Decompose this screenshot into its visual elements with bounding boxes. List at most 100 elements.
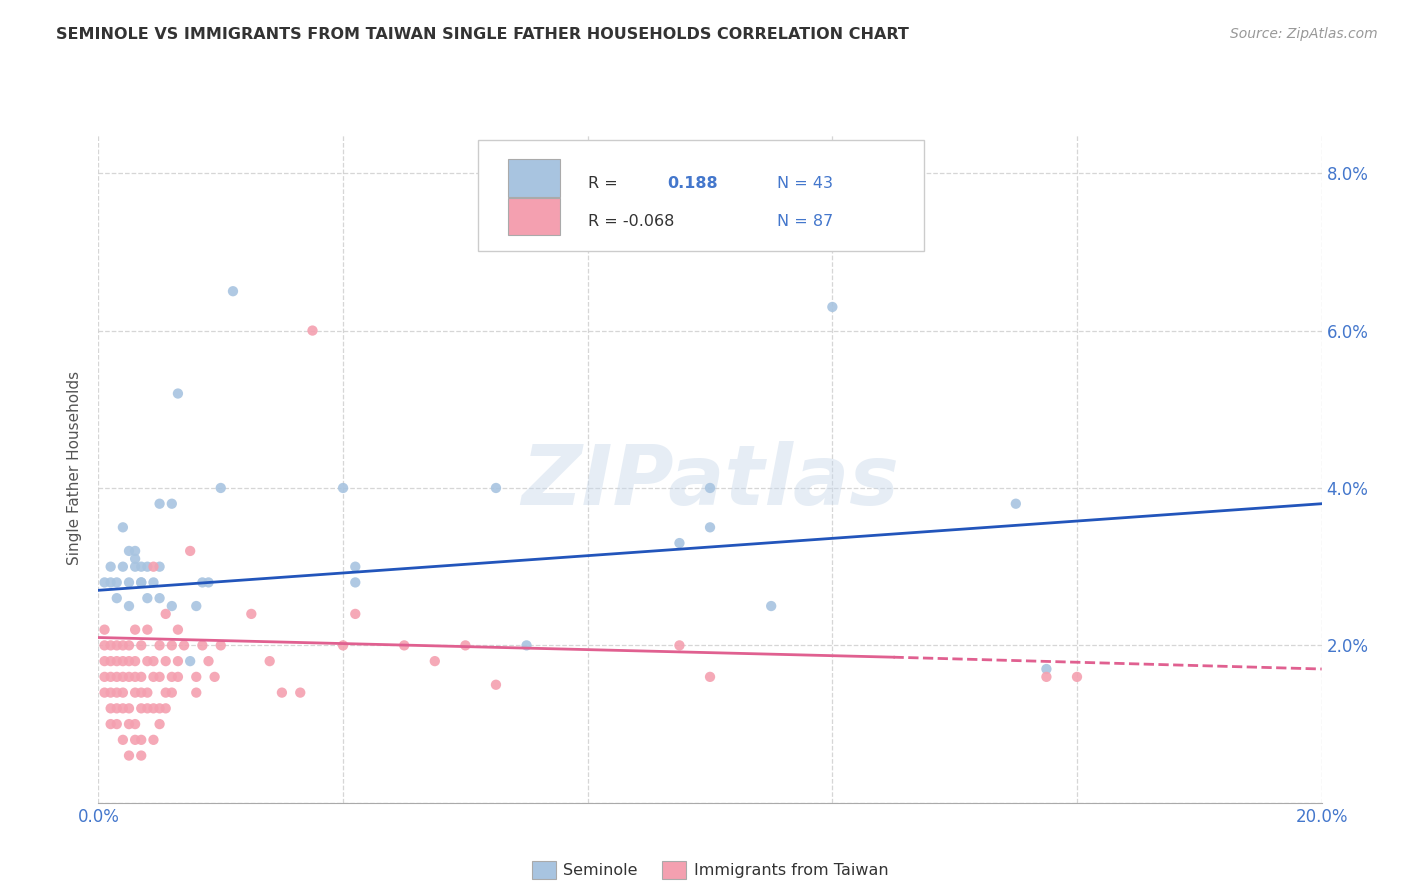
Point (129, 670, 152, 684)
Point (118, 670, 141, 684)
Point (118, 599, 141, 613)
Point (111, 732, 134, 747)
Point (209, 481, 232, 495)
Point (392, 639, 416, 653)
Point (142, 701, 165, 715)
Point (100, 575, 122, 590)
Point (167, 654, 190, 668)
Point (186, 599, 208, 613)
Text: R = -0.068: R = -0.068 (588, 214, 673, 229)
Point (149, 591, 172, 606)
Point (485, 481, 508, 495)
Point (699, 670, 721, 684)
Point (240, 607, 263, 621)
Point (118, 748, 141, 763)
FancyBboxPatch shape (508, 160, 560, 197)
Point (155, 685, 177, 699)
Point (136, 685, 159, 699)
Text: 0.188: 0.188 (668, 176, 718, 191)
Point (1004, 497, 1026, 511)
Point (821, 300, 844, 314)
Point (1035, 670, 1057, 684)
Point (124, 717, 146, 731)
Point (129, 701, 152, 715)
Point (290, 685, 312, 699)
Point (124, 623, 146, 637)
Point (111, 559, 134, 574)
Point (179, 544, 201, 558)
Point (124, 670, 146, 684)
Point (344, 559, 367, 574)
Point (136, 559, 159, 574)
Point (160, 639, 183, 653)
Point (167, 670, 190, 684)
Point (129, 685, 152, 699)
Point (160, 685, 183, 699)
Point (270, 685, 292, 699)
Point (173, 639, 195, 653)
Text: R =: R = (588, 176, 617, 191)
Point (100, 717, 122, 731)
Point (259, 654, 281, 668)
Point (191, 639, 214, 653)
Point (167, 623, 190, 637)
Point (129, 559, 152, 574)
Text: ZIPatlas: ZIPatlas (522, 442, 898, 522)
Point (142, 732, 165, 747)
FancyBboxPatch shape (508, 198, 560, 235)
Point (160, 497, 183, 511)
Point (167, 386, 190, 401)
Point (197, 654, 219, 668)
Point (100, 639, 122, 653)
Point (93, 639, 115, 653)
Point (124, 732, 146, 747)
Point (118, 575, 141, 590)
Text: N = 87: N = 87 (778, 214, 834, 229)
Point (668, 639, 690, 653)
Point (142, 670, 165, 684)
Point (179, 654, 201, 668)
Point (186, 685, 208, 699)
Point (301, 324, 323, 338)
Point (454, 639, 477, 653)
Point (93, 685, 115, 699)
Point (111, 639, 134, 653)
Point (423, 654, 446, 668)
Point (204, 670, 226, 684)
Point (118, 544, 141, 558)
Point (118, 701, 141, 715)
Point (155, 607, 177, 621)
Point (186, 670, 208, 684)
Point (160, 599, 183, 613)
Point (516, 639, 538, 653)
Point (111, 685, 134, 699)
Text: N = 43: N = 43 (778, 176, 834, 191)
Legend: Seminole, Immigrants from Taiwan: Seminole, Immigrants from Taiwan (526, 855, 894, 885)
Point (124, 551, 146, 566)
Point (222, 284, 245, 298)
Point (142, 559, 165, 574)
Point (93, 670, 115, 684)
Point (149, 497, 172, 511)
Point (105, 654, 128, 668)
Point (105, 685, 128, 699)
Point (105, 717, 128, 731)
Point (118, 654, 141, 668)
Point (100, 701, 122, 715)
Point (124, 654, 146, 668)
FancyBboxPatch shape (478, 141, 924, 251)
Point (111, 670, 134, 684)
Point (699, 520, 721, 534)
Point (485, 678, 508, 692)
Point (759, 599, 782, 613)
Point (149, 559, 172, 574)
Point (136, 623, 159, 637)
Point (344, 575, 367, 590)
Point (129, 748, 152, 763)
Point (136, 701, 159, 715)
Point (149, 701, 172, 715)
Point (124, 685, 146, 699)
Point (209, 639, 232, 653)
Point (93, 623, 115, 637)
Point (129, 639, 152, 653)
